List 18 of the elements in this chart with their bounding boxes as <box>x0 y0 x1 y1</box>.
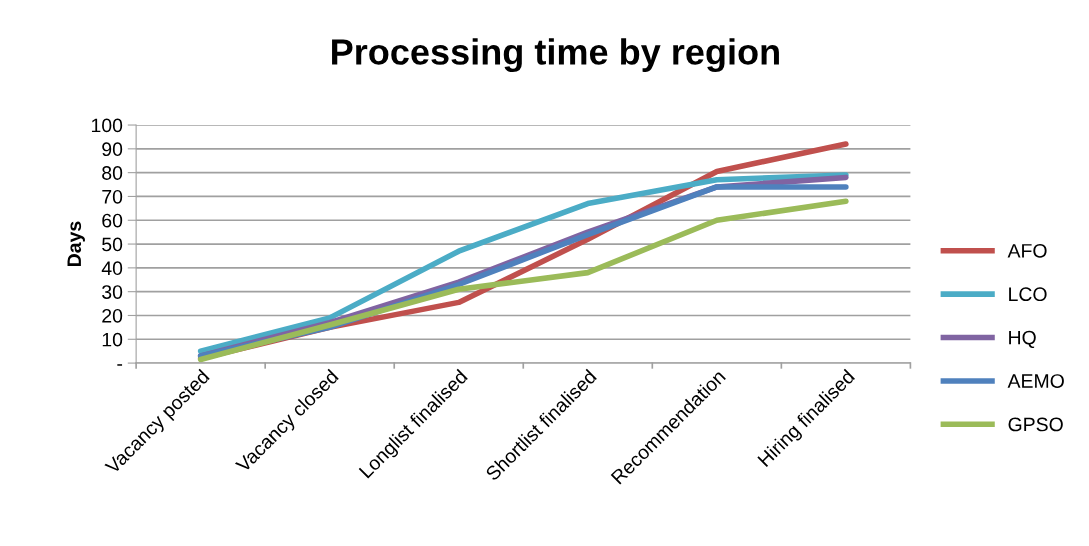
legend-label: GPSO <box>1008 417 1063 432</box>
y-axis-title: Days <box>67 221 85 266</box>
chart-title: Processing time by region <box>332 38 779 73</box>
y-tick-label: - <box>117 364 123 366</box>
y-tick-label: 40 <box>101 261 123 276</box>
y-tick-label: 20 <box>102 308 123 323</box>
legend-label: LCO <box>1009 287 1047 302</box>
y-tick-label: 30 <box>102 285 123 299</box>
y-tick-label: 70 <box>102 189 123 204</box>
legend-label: HQ <box>1009 330 1036 348</box>
legend-label: AEMO <box>1007 374 1064 388</box>
y-tick-label: 80 <box>102 166 123 180</box>
y-tick-label: 100 <box>91 118 123 133</box>
y-tick-label: 90 <box>102 142 123 157</box>
y-tick-label: 60 <box>102 213 123 228</box>
y-tick-label: 50 <box>102 237 123 252</box>
legend-label: AFO <box>1007 243 1047 258</box>
y-tick-label: 10 <box>102 332 123 347</box>
